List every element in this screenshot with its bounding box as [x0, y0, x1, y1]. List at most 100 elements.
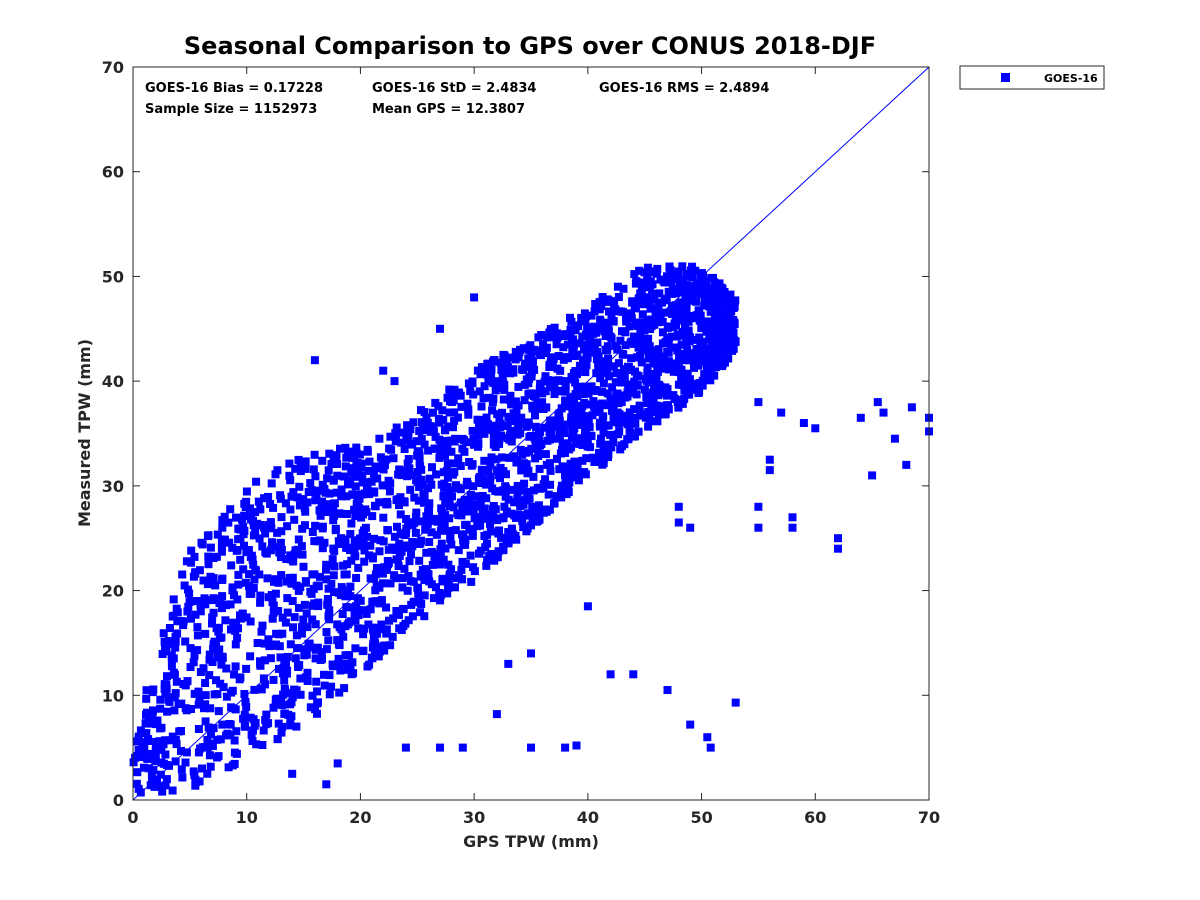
data-point — [261, 529, 270, 538]
data-point — [334, 654, 343, 663]
data-point — [335, 623, 344, 632]
data-point — [312, 677, 321, 686]
data-point — [537, 331, 546, 339]
data-point — [694, 361, 703, 370]
data-point — [617, 378, 626, 387]
data-point — [154, 782, 162, 791]
data-point — [416, 517, 425, 526]
data-point — [241, 698, 250, 706]
data-point — [247, 730, 256, 739]
data-point — [438, 574, 447, 583]
data-point — [136, 726, 145, 735]
data-point — [624, 309, 633, 318]
data-point — [550, 387, 559, 396]
data-point — [198, 764, 206, 773]
data-point — [277, 728, 286, 737]
data-point — [649, 388, 657, 397]
data-point — [598, 387, 607, 396]
data-point — [359, 630, 368, 639]
data-point — [478, 420, 487, 429]
data-point — [266, 654, 275, 663]
data-point — [698, 269, 706, 278]
data-point — [463, 480, 472, 489]
data-point — [225, 538, 234, 547]
data-point — [607, 334, 616, 343]
data-point — [499, 467, 508, 476]
data-point — [318, 544, 327, 553]
data-point — [432, 553, 441, 562]
data-point — [622, 317, 631, 326]
data-point — [348, 447, 357, 456]
data-point — [458, 444, 467, 453]
data-point — [480, 382, 489, 391]
data-point — [217, 660, 226, 669]
data-point — [520, 396, 529, 405]
data-point — [352, 602, 361, 611]
data-point — [149, 766, 158, 775]
data-point — [595, 305, 604, 314]
data-point — [680, 394, 689, 403]
data-point — [709, 273, 717, 282]
data-point — [486, 519, 494, 528]
data-point — [239, 565, 248, 574]
data-point — [450, 385, 459, 394]
data-point — [186, 644, 195, 653]
data-point — [417, 477, 426, 486]
data-point — [300, 645, 309, 654]
data-point — [355, 504, 364, 513]
data-point — [212, 676, 220, 685]
data-point — [627, 432, 636, 441]
points-layer — [129, 262, 933, 797]
data-point — [429, 594, 438, 603]
data-point — [449, 423, 457, 432]
data-point — [383, 481, 392, 490]
data-point — [557, 481, 566, 490]
data-point — [301, 521, 309, 530]
data-point — [445, 570, 454, 579]
data-point — [233, 633, 242, 642]
data-point — [441, 544, 450, 553]
data-point — [217, 535, 226, 544]
data-point — [144, 764, 153, 773]
data-point — [655, 380, 664, 389]
stat-annotation: Mean GPS = 12.3807 — [372, 102, 525, 117]
data-point — [589, 329, 598, 338]
data-point — [179, 680, 188, 688]
data-point — [625, 380, 634, 389]
data-point — [153, 716, 162, 725]
data-point — [287, 712, 296, 721]
data-point — [161, 750, 170, 759]
data-point — [217, 542, 226, 551]
data-point — [354, 497, 362, 506]
data-point — [518, 419, 527, 428]
data-point — [311, 620, 320, 629]
data-point — [409, 577, 418, 586]
data-point — [214, 707, 223, 716]
data-point — [177, 765, 186, 774]
data-point — [350, 490, 358, 499]
data-point — [392, 496, 401, 505]
data-point — [341, 538, 350, 547]
data-point — [425, 577, 434, 586]
data-point — [384, 545, 393, 554]
data-point — [562, 490, 571, 499]
data-point — [312, 493, 321, 502]
data-point — [620, 373, 629, 382]
data-point — [376, 453, 385, 462]
data-point — [714, 293, 723, 302]
data-point — [231, 626, 240, 635]
data-point — [475, 387, 484, 396]
data-point — [721, 323, 730, 332]
data-point — [415, 427, 424, 435]
data-point — [644, 353, 653, 361]
data-point — [396, 510, 405, 519]
data-point — [374, 624, 383, 632]
data-point — [342, 510, 351, 518]
data-point — [333, 471, 342, 480]
data-point — [407, 600, 416, 609]
data-point — [406, 485, 415, 494]
outlier-point — [856, 413, 865, 422]
data-point — [328, 660, 337, 669]
data-point — [488, 484, 497, 493]
data-point — [553, 454, 561, 463]
